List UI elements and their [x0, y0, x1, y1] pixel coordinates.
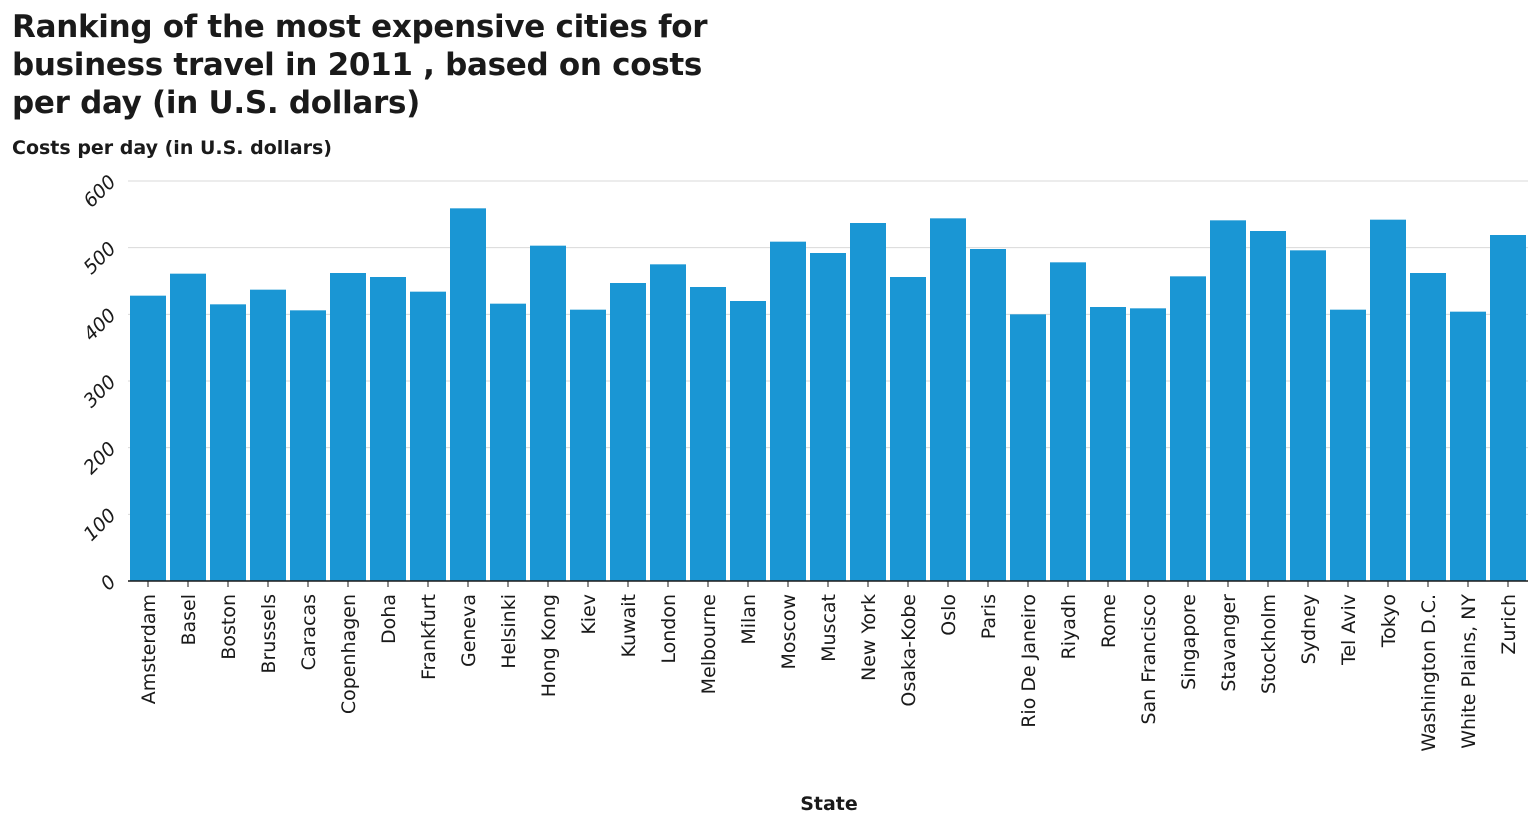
x-tick-label: Brussels	[258, 594, 280, 674]
x-tick-label: Basel	[178, 594, 200, 646]
x-tick-label: Riyadh	[1058, 594, 1080, 659]
x-tick-label: Singapore	[1178, 594, 1200, 690]
y-tick-label: 600	[79, 171, 120, 212]
bar-frankfurt	[410, 291, 446, 581]
x-tick-label: Hong Kong	[538, 594, 560, 697]
x-tick-label: Doha	[378, 594, 400, 644]
x-tick-label: Oslo	[938, 594, 960, 636]
bar-rome	[1090, 307, 1126, 581]
bar-boston	[210, 304, 246, 581]
x-tick-label: Amsterdam	[138, 594, 160, 704]
bar-doha	[370, 277, 406, 581]
x-tick-label: New York	[858, 594, 880, 681]
bar-tokyo	[1370, 219, 1406, 581]
y-axis-title: Costs per day (in U.S. dollars)	[12, 137, 332, 159]
x-tick-label: Washington D.C.	[1418, 594, 1440, 752]
y-tick-label: 200	[79, 438, 120, 479]
x-tick-label: Geneva	[458, 594, 480, 667]
bar-london	[650, 264, 686, 581]
bar-tel-aviv	[1330, 309, 1366, 581]
y-tick-label: 0	[96, 571, 120, 595]
bar-stockholm	[1250, 231, 1286, 581]
x-tick-label: Paris	[978, 594, 1000, 639]
x-tick-label: Helsinki	[498, 594, 520, 669]
x-tick-label: Frankfurt	[418, 594, 440, 680]
x-axis-ticks: Amsterdam Basel Boston Brussels Caracas Copen…	[138, 581, 1520, 752]
y-axis-ticks: 0 100 200 300 400 500 600	[79, 171, 120, 595]
x-tick-label: White Plains, NY	[1458, 594, 1480, 749]
x-tick-label: Sydney	[1298, 594, 1320, 664]
bar-new-york	[850, 223, 886, 581]
bar-stavanger	[1210, 220, 1246, 582]
bar-oslo	[930, 218, 966, 582]
y-tick-label: 500	[79, 238, 120, 279]
x-tick-label: Kuwait	[618, 594, 640, 657]
bar-singapore	[1170, 276, 1206, 581]
x-tick-label: Tel Aviv	[1338, 594, 1360, 666]
bar-moscow	[770, 241, 806, 581]
y-tick-label: 400	[79, 304, 120, 345]
x-tick-label: San Francisco	[1138, 594, 1160, 725]
bar-kuwait	[610, 283, 646, 581]
bar-zurich	[1490, 235, 1526, 581]
x-tick-label: London	[658, 594, 680, 664]
bar-amsterdam	[130, 295, 166, 581]
bar-washington-d-c	[1410, 273, 1446, 581]
bar-osaka-kobe	[890, 277, 926, 581]
x-tick-label: Moscow	[778, 594, 800, 670]
bar-rio-de-janeiro	[1010, 314, 1046, 581]
bar-basel	[170, 273, 206, 581]
x-axis-title: State	[800, 793, 858, 815]
x-tick-label: Caracas	[298, 594, 320, 670]
x-tick-label: Copenhagen	[338, 594, 360, 714]
bar-helsinki	[490, 303, 526, 581]
x-tick-label: Osaka-Kobe	[898, 594, 920, 707]
bar-riyadh	[1050, 262, 1086, 581]
bars	[130, 208, 1526, 582]
bar-kiev	[570, 309, 606, 581]
x-tick-label: Rome	[1098, 594, 1120, 648]
bar-white-plains-ny	[1450, 311, 1486, 581]
bar-brussels	[250, 289, 286, 581]
x-tick-label: Stockholm	[1258, 594, 1280, 694]
bar-geneva	[450, 208, 486, 582]
chart-title: Ranking of the most expensive cities for…	[12, 9, 708, 121]
x-tick-label: Muscat	[818, 594, 840, 662]
bar-milan	[730, 301, 766, 581]
bar-sydney	[1290, 250, 1326, 582]
x-tick-label: Rio De Janeiro	[1018, 594, 1040, 728]
bar-san-francisco	[1130, 308, 1166, 581]
x-tick-label: Stavanger	[1218, 594, 1240, 692]
bar-melbourne	[690, 287, 726, 581]
x-tick-label: Tokyo	[1378, 594, 1400, 648]
y-tick-label: 300	[79, 371, 120, 412]
x-tick-label: Zurich	[1498, 594, 1520, 655]
x-tick-label: Kiev	[578, 594, 600, 635]
bar-muscat	[810, 253, 846, 581]
bar-copenhagen	[330, 273, 366, 581]
bar-caracas	[290, 310, 326, 581]
x-tick-label: Boston	[218, 594, 240, 660]
x-tick-label: Melbourne	[698, 594, 720, 694]
bar-paris	[970, 249, 1006, 581]
y-tick-label: 100	[79, 504, 120, 545]
bar-hong-kong	[530, 245, 566, 581]
x-tick-label: Milan	[738, 594, 760, 645]
